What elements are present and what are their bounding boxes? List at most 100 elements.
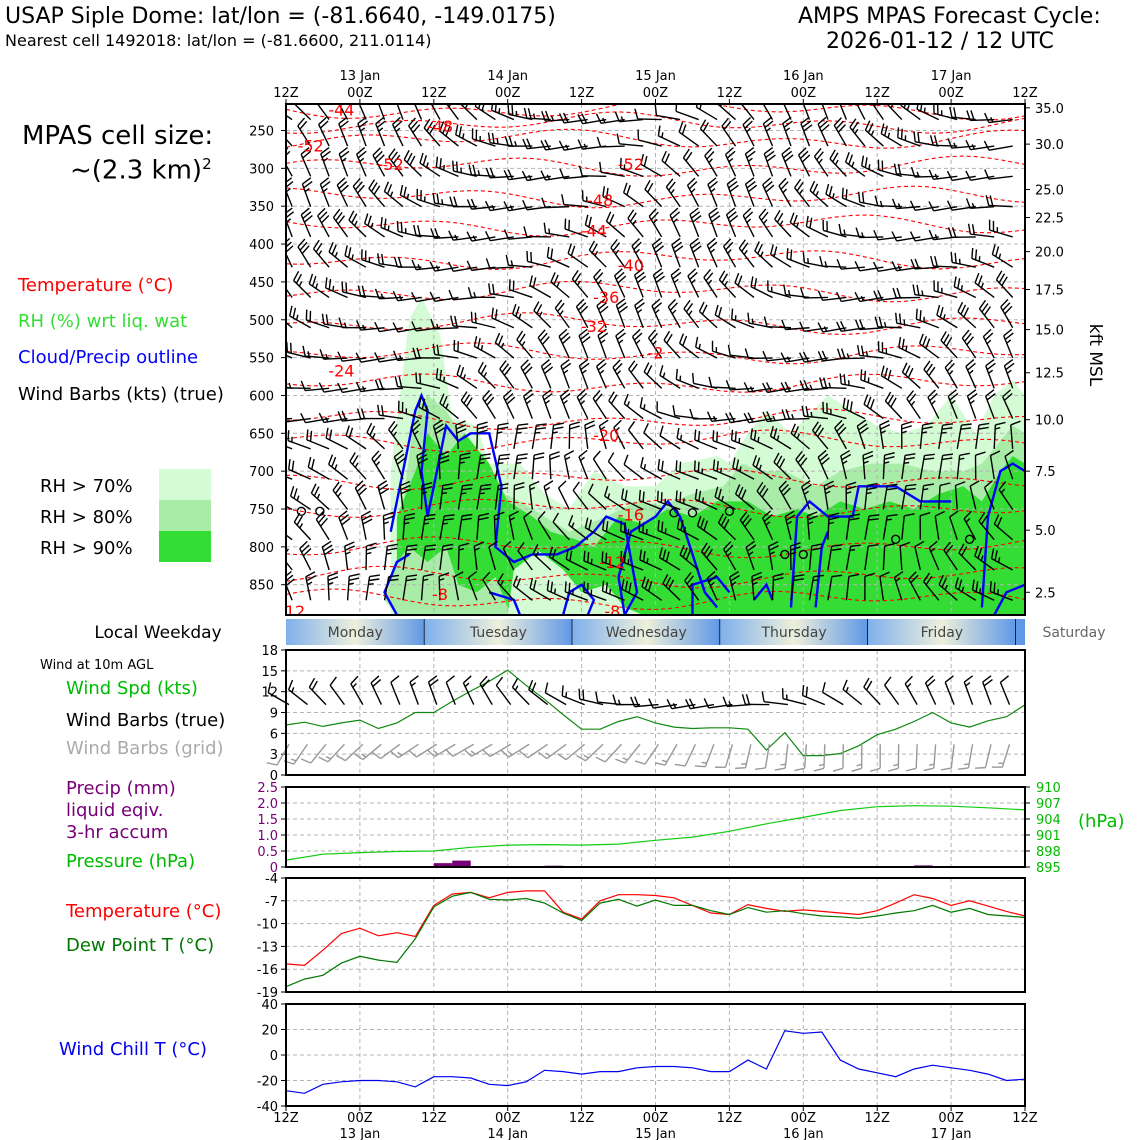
wind-barb-flag	[884, 452, 895, 456]
wind-barb	[840, 266, 865, 270]
wind-barb-flag	[643, 423, 649, 434]
surface-wind-barb-flag	[462, 675, 472, 684]
wind-barb-flag	[831, 574, 843, 578]
wind-barb-flag	[317, 514, 326, 524]
surface-wind-barb-half	[965, 682, 971, 687]
wind-barb-flag	[945, 544, 954, 554]
wind-barb-half	[895, 577, 901, 582]
wind-barb-flag	[393, 120, 403, 129]
surface-wind-barb	[763, 700, 788, 706]
wind-barb-flag	[286, 578, 295, 586]
wind-barb-half	[602, 117, 606, 123]
wind-barb-flag	[503, 169, 510, 181]
grid-wind-barb-flag	[754, 767, 766, 770]
wind-barb-flag	[838, 223, 842, 235]
wind-barb-flag	[612, 359, 621, 368]
wind-barb-flag	[410, 120, 419, 130]
wind-barb-flag	[358, 487, 367, 496]
panel-y-tick-label: 0	[270, 1049, 278, 1064]
top-time-tick-label: 12Z	[1012, 86, 1038, 101]
wind-barb-half	[299, 523, 304, 529]
wind-barb	[286, 354, 293, 359]
wind-barb-flag	[944, 359, 953, 369]
wind-barb-flag	[675, 490, 678, 501]
wind-barb-flag	[919, 310, 922, 321]
wind-barb-half	[971, 144, 976, 150]
wind-barb-flag	[802, 483, 812, 492]
pressure-tick-label: 800	[249, 541, 274, 556]
wind-barb-half	[823, 326, 828, 332]
precip-symbol	[669, 508, 679, 518]
wind-barb-half	[280, 313, 282, 318]
wind-barb-flag	[599, 305, 609, 314]
wind-barb-flag	[995, 421, 1006, 426]
bottom-time-tick-label: 12Z	[717, 1111, 743, 1126]
wind-barb-flag	[624, 490, 628, 501]
wind-barb-half	[765, 127, 771, 132]
wind-barb-half	[785, 127, 791, 132]
wind-barb-flag	[943, 334, 950, 344]
wind-barb	[286, 321, 293, 329]
wind-barb-flag	[539, 332, 548, 342]
wind-barb-flag	[321, 540, 332, 548]
grid-wind-barb-flag	[851, 767, 862, 772]
wind-barb-flag	[773, 428, 778, 439]
grid-wind-barb-flag	[940, 767, 952, 771]
wind-barb-flag	[514, 485, 525, 491]
wind-barb-flag	[383, 181, 390, 192]
wind-barb-flag	[836, 321, 842, 332]
wind-barb-flag	[508, 135, 514, 147]
surface-wind-barb	[999, 682, 1011, 705]
wind-barb	[896, 322, 921, 329]
wind-barb-flag	[819, 377, 824, 388]
wind-barb-flag	[813, 574, 825, 578]
wind-barb-flag	[898, 313, 902, 325]
wind-barb-flag	[481, 104, 485, 111]
wind-barb-half	[791, 413, 795, 420]
wind-barb-half	[473, 292, 477, 298]
wind-barb-half	[1006, 339, 1012, 344]
wind-barb-half	[921, 431, 928, 434]
wind-barb-flag	[480, 364, 487, 375]
grid-wind-barb-half	[545, 752, 551, 757]
wind-barb	[879, 576, 885, 601]
wind-barb-flag	[993, 514, 1000, 525]
wind-barb-flag	[514, 481, 525, 487]
wind-barb	[286, 476, 293, 480]
wind-barb-flag	[392, 290, 399, 302]
wind-barb-flag	[442, 123, 448, 134]
wind-barb-flag	[580, 362, 590, 371]
wind-barb-flag	[523, 107, 528, 119]
wind-barb-half	[782, 188, 788, 194]
wind-barb-flag	[1010, 420, 1021, 426]
wind-barb	[841, 327, 865, 333]
wind-barb-flag	[839, 94, 847, 101]
wind-barb-half	[599, 369, 605, 375]
wind-barb-flag	[461, 513, 473, 517]
wind-barb-flag	[809, 180, 816, 191]
wind-barb-flag	[726, 207, 736, 216]
wind-barb-flag	[778, 177, 787, 187]
wind-barb-flag	[548, 546, 554, 557]
wind-barb	[641, 585, 663, 601]
wind-barb-flag	[879, 571, 890, 578]
wind-barb-flag	[1005, 362, 1015, 371]
wind-barb-flag	[730, 429, 734, 441]
wind-barb-flag	[651, 298, 661, 307]
wind-barb-half	[462, 133, 465, 139]
wind-barb-flag	[286, 548, 290, 554]
wind-barb-flag	[321, 313, 325, 325]
wind-barb	[901, 515, 905, 540]
top-date-label: 17 Jan	[931, 69, 972, 84]
wind-barb	[563, 455, 570, 480]
wind-barb-flag	[849, 401, 853, 412]
wind-barb-flag	[835, 291, 842, 302]
wind-barb-half	[550, 115, 554, 121]
wind-barb-flag	[947, 138, 953, 149]
cloud-outline-segment	[389, 392, 639, 615]
wind-barb-flag	[557, 302, 565, 312]
wind-barb-flag	[700, 518, 705, 529]
wind-barb-flag	[714, 486, 719, 498]
wind-barb-flag	[478, 512, 490, 517]
wind-barb-flag	[845, 481, 857, 487]
